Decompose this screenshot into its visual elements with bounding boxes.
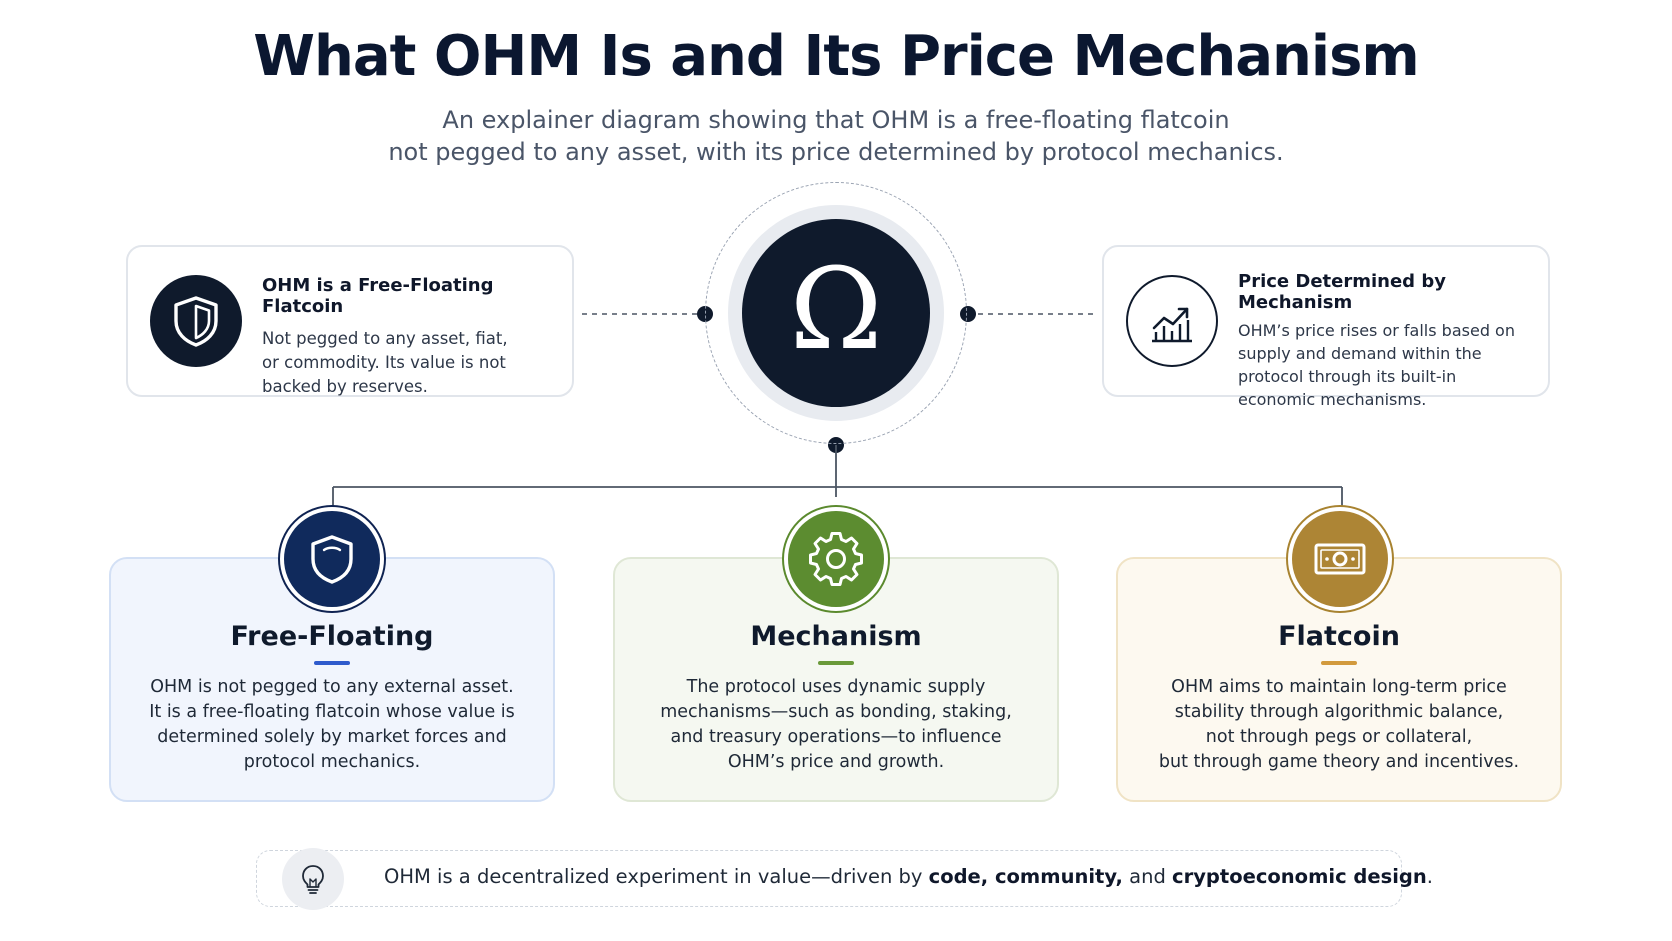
page-subtitle: An explainer diagram showing that OHM is… bbox=[0, 104, 1672, 168]
card-body-line: supply and demand within the bbox=[1238, 344, 1482, 363]
card-body-line: and treasury operations—to influence bbox=[670, 727, 1002, 747]
card-body: OHM aims to maintain long-term price sta… bbox=[1132, 675, 1546, 775]
price-mechanism-summary-card: Price Determined by Mechanism OHM’s pric… bbox=[1102, 245, 1550, 409]
takeaway-text-part: . bbox=[1426, 865, 1433, 888]
mechanism-badge bbox=[782, 505, 890, 613]
card-body-line: or commodity. Its value is not bbox=[262, 353, 506, 372]
gear-icon bbox=[788, 511, 884, 607]
card-title: Flatcoin bbox=[1278, 621, 1400, 652]
takeaway-emphasis: code, community, bbox=[928, 865, 1123, 888]
free-floating-badge bbox=[278, 505, 386, 613]
center-node: Ω bbox=[742, 219, 930, 407]
chart-up-icon bbox=[1126, 275, 1218, 367]
card-body: OHM is not pegged to any external asset.… bbox=[125, 675, 539, 775]
takeaway-text-part: OHM is a decentralized experiment in val… bbox=[384, 865, 929, 888]
flatcoin-badge bbox=[1286, 505, 1394, 613]
banknote-icon bbox=[1292, 511, 1388, 607]
subtitle-line-2: not pegged to any asset, with its price … bbox=[388, 138, 1284, 166]
card-title: Mechanism bbox=[750, 621, 922, 652]
card-body-line: backed by reserves. bbox=[262, 377, 428, 396]
card-body-line: OHM’s price and growth. bbox=[727, 752, 945, 772]
card-title: Free-Floating bbox=[230, 621, 434, 652]
takeaway-banner bbox=[256, 850, 1402, 907]
card-title: OHM is a Free-Floating Flatcoin bbox=[262, 275, 494, 317]
title-underline bbox=[818, 661, 854, 665]
card-body-line: not through pegs or collateral, bbox=[1205, 727, 1473, 747]
center-node-outline bbox=[705, 182, 967, 444]
card-body-line: Not pegged to any asset, fiat, bbox=[262, 329, 508, 348]
free-floating-summary-card: OHM is a Free-Floating Flatcoin Not pegg… bbox=[126, 245, 574, 397]
subtitle-line-1: An explainer diagram showing that OHM is… bbox=[442, 106, 1230, 134]
free-floating-card: Free-Floating OHM is not pegged to any e… bbox=[109, 557, 555, 802]
omega-icon: Ω bbox=[789, 245, 883, 375]
takeaway-text-part: and bbox=[1122, 865, 1173, 888]
page-title: What OHM Is and Its Price Mechanism bbox=[253, 24, 1420, 89]
card-body: OHM’s price rises or falls based on supp… bbox=[1238, 319, 1530, 411]
takeaway-text: OHM is a decentralized experiment in val… bbox=[384, 865, 1433, 888]
card-body-line: OHM’s price rises or falls based on bbox=[1238, 321, 1515, 340]
card-title: Price Determined by Mechanism bbox=[1238, 271, 1446, 313]
card-body-line: It is a free-floating flatcoin whose val… bbox=[149, 702, 515, 722]
card-body-line: economic mechanisms. bbox=[1238, 390, 1427, 409]
shield-icon bbox=[150, 275, 242, 367]
card-body-line: determined solely by market forces and bbox=[157, 727, 507, 747]
card-body-line: OHM is not pegged to any external asset. bbox=[150, 677, 514, 697]
card-body-line: mechanisms—such as bonding, staking, bbox=[660, 702, 1012, 722]
takeaway-emphasis: cryptoeconomic design bbox=[1172, 865, 1427, 888]
title-underline bbox=[314, 661, 350, 665]
card-body: The protocol uses dynamic supply mechani… bbox=[629, 675, 1043, 775]
lightbulb-icon bbox=[282, 848, 344, 910]
card-body: Not pegged to any asset, fiat, or commod… bbox=[262, 327, 554, 399]
card-body-line: The protocol uses dynamic supply bbox=[686, 677, 986, 697]
card-body-line: but through game theory and incentives. bbox=[1158, 752, 1520, 772]
card-body-line: stability through algorithmic balance, bbox=[1174, 702, 1504, 722]
card-body-line: protocol mechanics. bbox=[243, 752, 421, 772]
card-body-line: OHM aims to maintain long-term price bbox=[1171, 677, 1507, 697]
shield-icon bbox=[284, 511, 380, 607]
card-body-line: protocol through its built-in bbox=[1238, 367, 1457, 386]
title-underline bbox=[1321, 661, 1357, 665]
